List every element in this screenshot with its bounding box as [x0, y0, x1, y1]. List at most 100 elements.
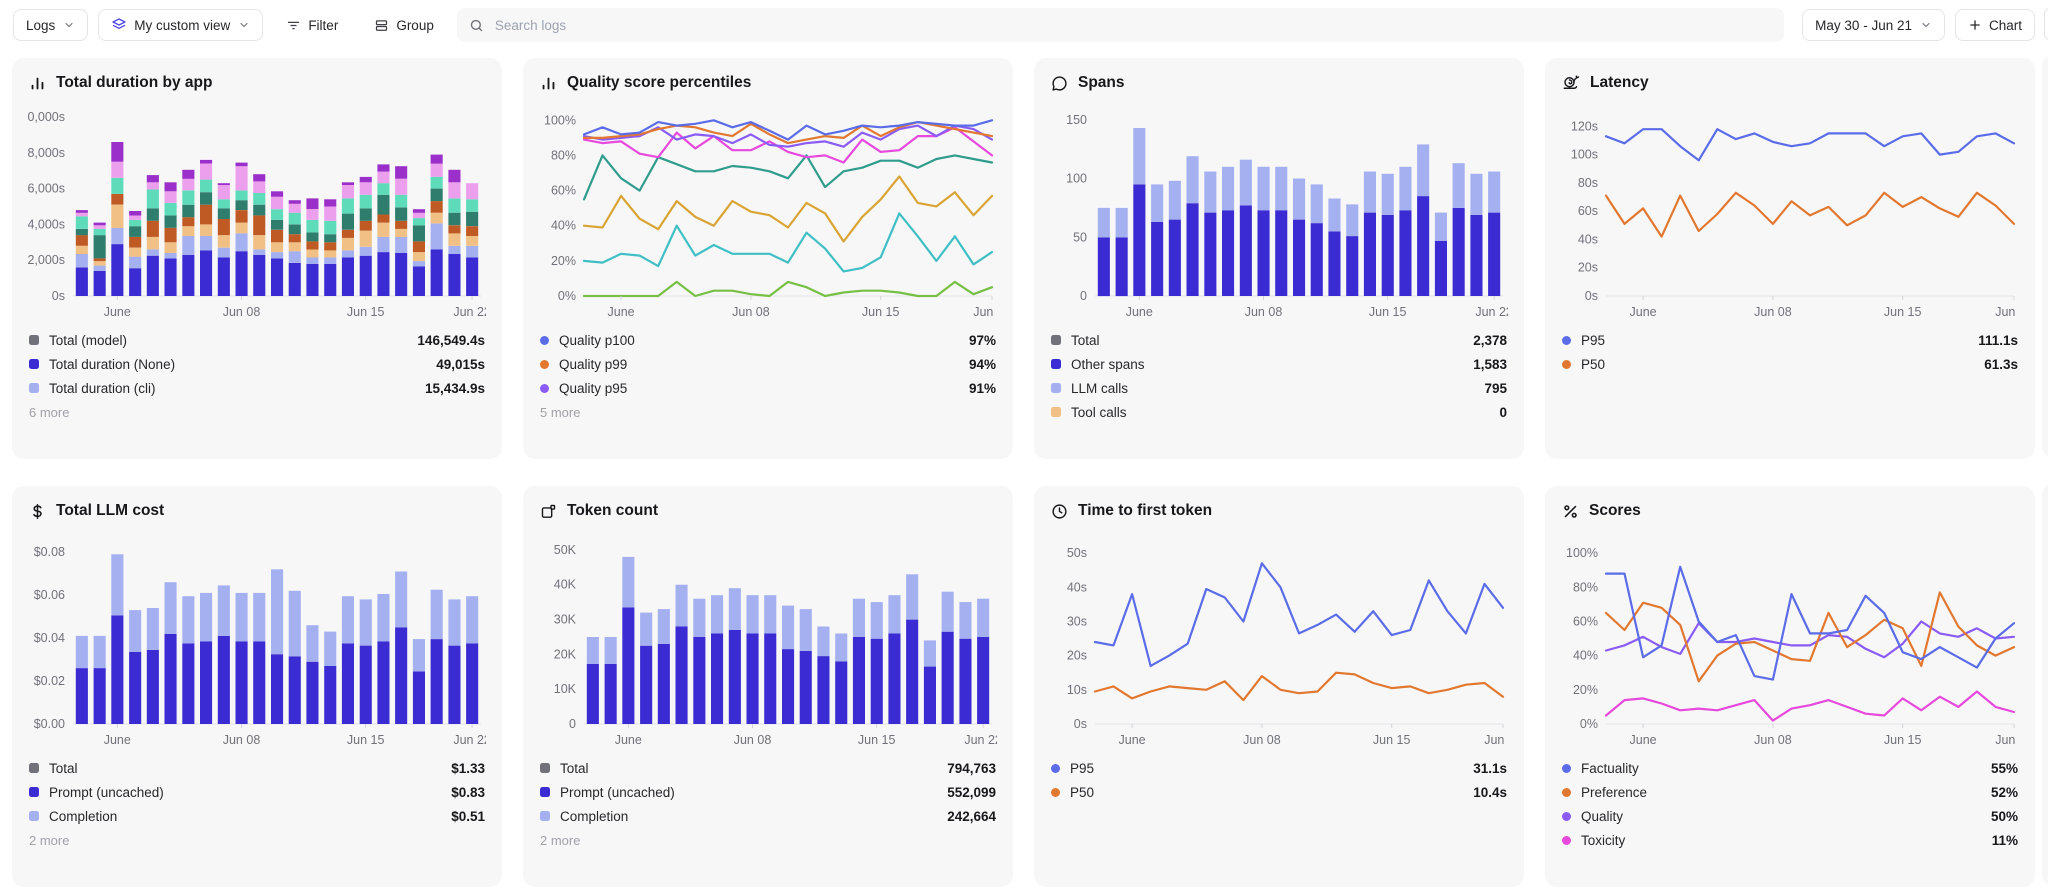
- card-latency: Latency 0s 20s 40s 60s 80s 100s 120s June Jun 08…: [1545, 58, 2035, 459]
- chart-canvas: 0s 2,000s 4,000s 6,000s 8,000s 10,000s June Jun…: [28, 100, 486, 322]
- legend-swatch: [1051, 407, 1061, 417]
- legend-more-link[interactable]: 2 more: [29, 833, 70, 848]
- svg-text:Jun 15: Jun 15: [1369, 305, 1407, 319]
- svg-text:20%: 20%: [1573, 683, 1598, 697]
- dashboard-grid: Total duration by app 0s 2,000s 4,000s 6,00…: [0, 50, 2048, 887]
- chart-legend: Total 794,763 Prompt (uncached) 552,099 …: [539, 756, 997, 828]
- search-icon: [469, 18, 484, 33]
- svg-text:Jun 08: Jun 08: [1754, 305, 1792, 319]
- legend-swatch: [1051, 763, 1060, 773]
- svg-text:June: June: [1119, 733, 1146, 747]
- bar-chart-icon: [540, 75, 557, 92]
- legend-value: 1,583: [1473, 356, 1507, 372]
- plus-icon: [1968, 18, 1982, 32]
- search-input-container[interactable]: [456, 8, 1785, 42]
- legend-row: Quality p95 91%: [539, 376, 997, 400]
- svg-text:Jun 08: Jun 08: [223, 305, 261, 319]
- legend-swatch: [540, 359, 549, 369]
- view-dropdown-button[interactable]: My custom view: [98, 9, 264, 41]
- svg-text:Jun 22: Jun 22: [1995, 733, 2019, 747]
- legend-label: LLM calls: [1071, 380, 1129, 396]
- chart-legend: Total $1.33 Prompt (uncached) $0.83 Comp…: [28, 756, 486, 828]
- chart-legend: Factuality 55% Preference 52% Quality 50…: [1561, 756, 2019, 852]
- svg-text:June: June: [1630, 733, 1657, 747]
- legend-more-link[interactable]: 5 more: [540, 405, 581, 420]
- legend-row: Completion $0.51: [28, 804, 486, 828]
- legend-value: 50%: [1990, 808, 2018, 824]
- legend-row: Other spans 1,583: [1050, 352, 1508, 376]
- svg-text:Jun 15: Jun 15: [858, 733, 896, 747]
- legend-value: $0.83: [451, 784, 485, 800]
- legend-more-link[interactable]: 6 more: [29, 405, 70, 420]
- legend-row: Factuality 55%: [1561, 756, 2019, 780]
- logs-dropdown-button[interactable]: Logs: [13, 9, 89, 41]
- svg-text:Jun 22: Jun 22: [964, 733, 997, 747]
- legend-value: $0.51: [451, 808, 485, 824]
- date-range-button[interactable]: May 30 - Jun 21: [1802, 9, 1945, 41]
- svg-text:Jun 08: Jun 08: [1243, 733, 1281, 747]
- legend-row: Prompt (uncached) $0.83: [28, 780, 486, 804]
- add-chart-button[interactable]: Chart: [1954, 9, 2035, 41]
- card-scores: Scores 0% 20% 40% 60% 80% 100% June Jun 08 Jun 1…: [1545, 486, 2035, 887]
- view-dropdown-label: My custom view: [134, 17, 231, 33]
- chart-legend: Total 2,378 Other spans 1,583 LLM calls …: [1050, 328, 1508, 424]
- svg-text:50: 50: [1073, 230, 1087, 244]
- legend-more-link[interactable]: 2 more: [540, 833, 581, 848]
- card-header: Token count: [539, 499, 997, 522]
- chart-canvas: 0% 20% 40% 60% 80% 100% June Jun 08 Jun 15 Jun 22: [1561, 528, 2019, 750]
- filter-icon: [286, 18, 301, 33]
- chart-canvas: 0 50 100 150 June Jun 08 Jun 15 Jun 22: [1050, 100, 1508, 322]
- svg-text:40s: 40s: [1578, 233, 1598, 247]
- group-button[interactable]: Group: [361, 9, 447, 41]
- legend-row: Quality p100 97%: [539, 328, 997, 352]
- card-time-to-first-token: Time to first token 0s 10s 20s 30s 40s 50s Jun…: [1034, 486, 1524, 887]
- legend-row: Tool calls 0: [1050, 400, 1508, 424]
- legend-swatch: [540, 811, 550, 821]
- svg-text:Jun 22: Jun 22: [453, 305, 486, 319]
- chart-canvas: 0s 10s 20s 30s 40s 50s June Jun 08 Jun 15 Jun 22: [1050, 528, 1508, 750]
- legend-swatch: [1051, 383, 1061, 393]
- legend-value: 10.4s: [1473, 784, 1507, 800]
- legend-label: Preference: [1581, 784, 1648, 800]
- svg-text:40%: 40%: [551, 219, 576, 233]
- svg-text:Jun 22: Jun 22: [973, 305, 997, 319]
- legend-row: Preference 52%: [1561, 780, 2019, 804]
- chart-legend: P95 111.1s P50 61.3s: [1561, 328, 2019, 376]
- svg-text:Jun 22: Jun 22: [453, 733, 486, 747]
- chart-canvas: 0 10K 20K 30K 40K 50K June Jun 08 Jun 15 Jun 22: [539, 528, 997, 750]
- bar-chart-icon: [29, 75, 46, 92]
- svg-text:June: June: [615, 733, 642, 747]
- chevron-down-icon: [63, 19, 75, 31]
- legend-row: Total (model) 146,549.4s: [28, 328, 486, 352]
- svg-text:40%: 40%: [1573, 649, 1598, 663]
- card-header: Spans: [1050, 71, 1508, 94]
- legend-value: 795: [1484, 380, 1507, 396]
- svg-text:$0.00: $0.00: [34, 717, 65, 731]
- svg-text:June: June: [608, 305, 635, 319]
- legend-swatch: [1562, 811, 1571, 821]
- svg-text:80%: 80%: [551, 148, 576, 162]
- svg-text:Jun 22: Jun 22: [1995, 305, 2019, 319]
- svg-text:6,000s: 6,000s: [28, 182, 65, 196]
- chart-canvas: $0.00 $0.02 $0.04 $0.06 $0.08 June Jun 08 Jun 1…: [28, 528, 486, 750]
- legend-label: Toxicity: [1581, 832, 1626, 848]
- filter-button[interactable]: Filter: [273, 9, 351, 41]
- svg-text:$0.08: $0.08: [34, 545, 65, 559]
- legend-label: Total: [1071, 332, 1100, 348]
- svg-text:Jun 08: Jun 08: [223, 733, 261, 747]
- add-chart-label: Chart: [1988, 17, 2022, 33]
- legend-label: P95: [1070, 760, 1095, 776]
- card-title: Latency: [1590, 74, 1649, 91]
- legend-swatch: [1562, 359, 1571, 369]
- card-total-llm-cost: Total LLM cost $0.00 $0.02 $0.04 $0.06 $0.08…: [12, 486, 502, 887]
- svg-text:8,000s: 8,000s: [28, 146, 65, 160]
- legend-row: Quality 50%: [1561, 804, 2019, 828]
- partial-card-row2: [2042, 484, 2048, 885]
- svg-text:80%: 80%: [1573, 580, 1598, 594]
- legend-label: Quality p95: [559, 380, 628, 396]
- svg-text:Jun 08: Jun 08: [734, 733, 772, 747]
- svg-text:60%: 60%: [1573, 615, 1598, 629]
- legend-label: Total: [49, 760, 78, 776]
- search-input[interactable]: [492, 16, 1773, 34]
- svg-text:150: 150: [1066, 113, 1087, 127]
